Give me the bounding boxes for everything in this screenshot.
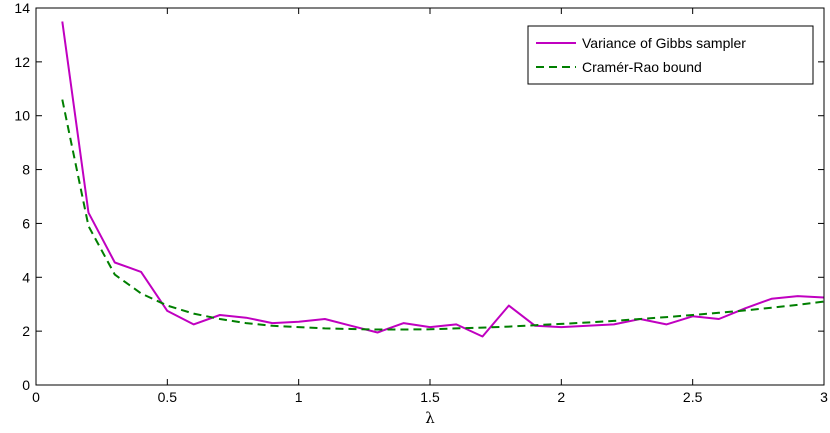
x-tick-label: 2 xyxy=(557,389,565,405)
series-line-gibbs xyxy=(61,21,825,338)
x-tick-label: 0.5 xyxy=(158,389,178,405)
legend-label-cramer-rao: Cramér-Rao bound xyxy=(582,59,702,75)
y-tick-label: 2 xyxy=(22,323,30,339)
y-tick-label: 0 xyxy=(22,377,30,393)
legend-box xyxy=(527,25,814,85)
x-tick-label: 1 xyxy=(295,389,303,405)
y-tick-label: 10 xyxy=(14,108,30,124)
x-tick-label: 3 xyxy=(820,389,828,405)
tick-layer: 0 0.5 1 1.5 2 2.5 3 0 2 4 6 8 10 12 14 xyxy=(14,0,828,405)
x-tick-label: 1.5 xyxy=(420,389,440,405)
series-line-cramer-rao xyxy=(61,99,825,331)
x-tick-label: 2.5 xyxy=(683,389,703,405)
legend-label-gibbs: Variance of Gibbs sampler xyxy=(582,35,746,51)
series-layer xyxy=(61,21,825,338)
y-tick-label: 14 xyxy=(14,0,30,16)
x-tick-label: 0 xyxy=(32,389,40,405)
legend: Variance of Gibbs sampler Cramér-Rao bou… xyxy=(527,25,814,85)
y-tick-label: 8 xyxy=(22,162,30,178)
y-tick-label: 6 xyxy=(22,215,30,231)
y-tick-label: 4 xyxy=(22,269,30,285)
y-tick-label: 12 xyxy=(14,54,30,70)
x-axis-label: λ xyxy=(425,409,435,427)
